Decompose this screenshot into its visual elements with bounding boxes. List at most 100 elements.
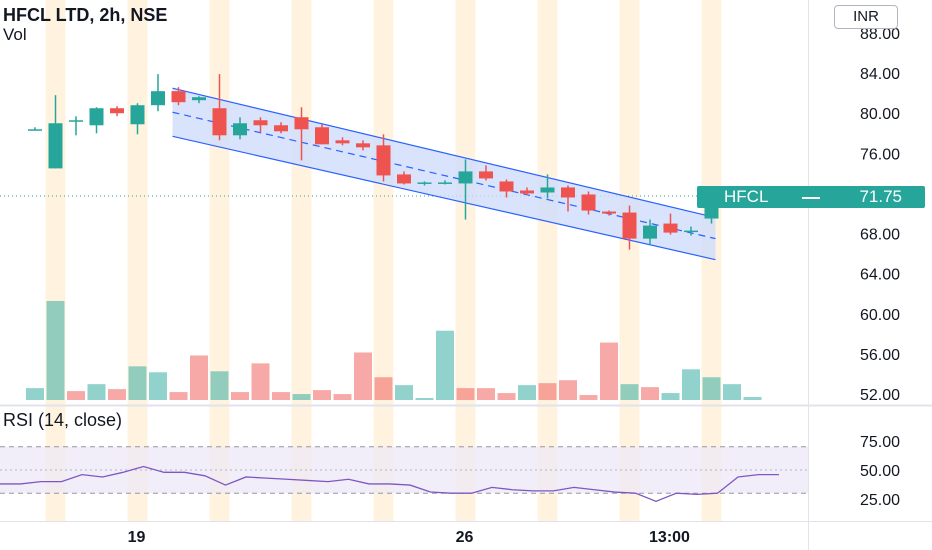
- volume-bar: [169, 392, 188, 400]
- price-tick-label: 52.00: [860, 387, 900, 404]
- volume-bar: [518, 385, 536, 400]
- volume-bar: [67, 391, 85, 400]
- candle-body: [581, 194, 596, 211]
- candle-body: [315, 127, 329, 145]
- candle-body: [540, 187, 555, 193]
- volume-bar: [723, 384, 741, 400]
- price-tick-label: 68.00: [860, 227, 900, 244]
- rsi-pane: [0, 446, 808, 503]
- session-highlight: [701, 0, 722, 521]
- last-price-symbol: HFCL: [724, 187, 769, 206]
- volume-bar: [149, 372, 167, 400]
- volume-bar: [292, 394, 311, 400]
- rsi-line: [0, 465, 779, 503]
- volume-bar: [210, 371, 229, 400]
- volume-bar: [682, 369, 700, 400]
- currency-button[interactable]: INR: [834, 5, 898, 29]
- volume-bar: [497, 393, 516, 400]
- volume-bar: [374, 377, 393, 400]
- candle-body: [274, 125, 288, 132]
- candle-body: [561, 187, 575, 198]
- volume-bar: [436, 330, 454, 400]
- candle-body: [458, 171, 473, 184]
- candle-body: [335, 140, 350, 144]
- volume-bar: [333, 394, 352, 400]
- candle-body: [397, 174, 411, 184]
- candle-body: [253, 120, 268, 126]
- candle-body: [171, 91, 186, 103]
- last-price-separator: [802, 197, 820, 199]
- volume-bar: [559, 380, 577, 400]
- price-tick-label: 56.00: [860, 347, 900, 364]
- candle-body: [356, 143, 370, 148]
- volume-bar: [354, 352, 372, 400]
- volume-bar: [46, 301, 65, 400]
- candle-body: [151, 91, 165, 106]
- volume-bar: [26, 388, 44, 400]
- volume-bar: [415, 398, 434, 400]
- session-highlight: [45, 0, 66, 521]
- price-tick-label: 64.00: [860, 267, 900, 284]
- volume-bar: [579, 395, 598, 400]
- volume-bar: [87, 384, 106, 400]
- candle-body: [643, 225, 657, 239]
- volume-bar: [128, 366, 147, 400]
- candle-body: [233, 123, 247, 136]
- rsi-band: [0, 446, 808, 494]
- price-axis[interactable]: 88.0084.0080.0076.0072.0068.0064.0060.00…: [860, 26, 900, 509]
- candle-body: [417, 182, 432, 184]
- candle-body: [622, 212, 637, 239]
- price-tick-label: 88.00: [860, 26, 900, 43]
- volume-bar: [538, 383, 557, 400]
- session-highlight: [455, 0, 476, 521]
- price-tick-label: 60.00: [860, 307, 900, 324]
- chart-title: HFCL LTD, 2h, NSE: [3, 5, 168, 25]
- last-price-tag: HFCL 71.75: [697, 186, 925, 208]
- session-highlight: [537, 0, 558, 521]
- session-highlight: [619, 0, 640, 521]
- candle-body: [602, 211, 616, 214]
- candle-body: [130, 105, 145, 125]
- volume-bar: [743, 397, 762, 400]
- session-highlight: [127, 0, 148, 521]
- candle-body: [294, 117, 309, 130]
- rsi-label: RSI (14, close): [3, 410, 123, 430]
- price-tick-label: 80.00: [860, 106, 900, 123]
- channel-lower-line[interactable]: [172, 135, 716, 261]
- volume-bar: [313, 390, 331, 400]
- time-tick-label: 13:00: [649, 529, 690, 546]
- volume-bar: [108, 389, 126, 400]
- candle-body: [28, 129, 42, 131]
- rsi-tick-label: 75.00: [860, 434, 900, 451]
- candle-body: [192, 97, 206, 101]
- candle-body: [376, 145, 391, 176]
- volume-bar: [477, 388, 495, 400]
- channel-mid-line[interactable]: [172, 111, 716, 240]
- volume-bar: [272, 392, 290, 400]
- candle-body: [663, 223, 678, 233]
- volume-bar: [190, 355, 208, 400]
- volume-bar: [600, 342, 618, 400]
- time-axis[interactable]: 19 26 13:00: [128, 529, 690, 546]
- time-tick-label: 26: [456, 529, 474, 546]
- volume-bar: [231, 392, 249, 400]
- volume-label: Vol: [3, 25, 27, 44]
- session-highlight: [291, 0, 312, 521]
- volume-bar: [395, 385, 413, 400]
- price-tick-label: 76.00: [860, 146, 900, 163]
- regression-channel[interactable]: [172, 87, 716, 261]
- channel-upper-line[interactable]: [172, 87, 716, 219]
- volume-bar: [251, 363, 270, 400]
- candle-body: [684, 230, 698, 233]
- price-tick-label: 84.00: [860, 66, 900, 83]
- session-highlights: [45, 0, 722, 521]
- volume-bar: [661, 393, 680, 400]
- volume-bar: [702, 377, 721, 400]
- rsi-tick-label: 25.00: [860, 492, 900, 509]
- rsi-tick-label: 50.00: [860, 463, 900, 480]
- volume-bar: [456, 388, 475, 400]
- volume-bar: [620, 384, 639, 400]
- channel-fill[interactable]: [172, 88, 716, 260]
